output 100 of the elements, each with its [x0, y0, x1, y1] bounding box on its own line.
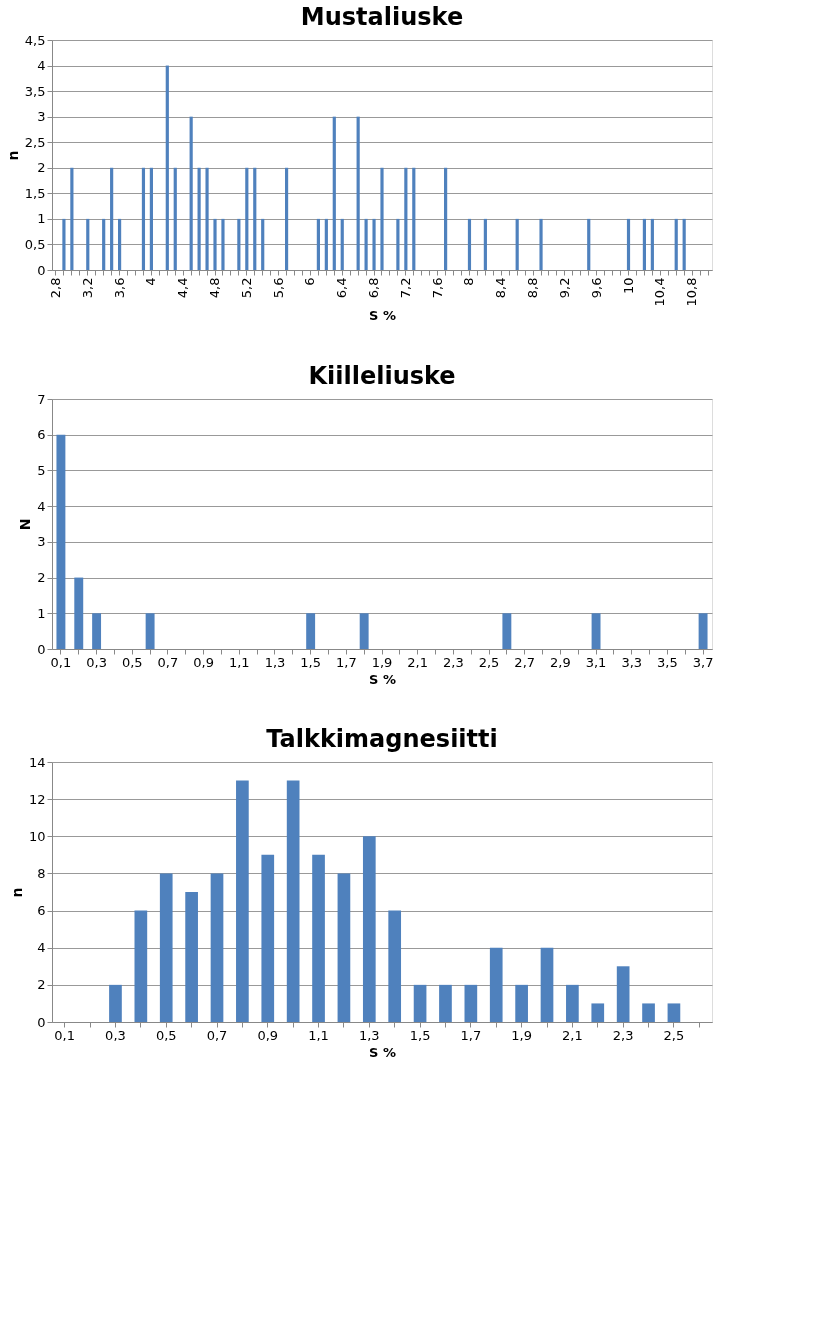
bar [102, 218, 106, 270]
bar [261, 854, 275, 1022]
bar [56, 434, 66, 649]
bar [221, 218, 225, 270]
x-tick-label: 1,3 [264, 654, 286, 670]
y-tick-label: 1 [37, 211, 46, 227]
x-tick-label: 1,3 [358, 1027, 380, 1043]
x-tick-label: 4 [143, 277, 159, 286]
y-tick-label: 7 [37, 391, 46, 407]
bar [213, 218, 217, 270]
chart-title: Mustaliuske [300, 3, 464, 31]
bar [141, 167, 146, 270]
x-tick-label: 1,7 [460, 1027, 482, 1043]
bar [261, 218, 265, 270]
bar [118, 218, 122, 270]
bar [205, 167, 209, 270]
bar [674, 218, 678, 270]
x-tick-label: 4,8 [207, 277, 223, 299]
bar [92, 613, 102, 649]
x-tick-label: 5,2 [238, 277, 254, 299]
x-tick-label: 2,9 [550, 654, 571, 670]
x-tick-label: 3,3 [621, 654, 643, 670]
x-tick-label: 0,5 [155, 1027, 177, 1043]
bar [566, 984, 579, 1022]
x-tick-label: 0,3 [86, 654, 107, 670]
bar [312, 854, 325, 1022]
y-tick-label: 8 [37, 865, 46, 881]
y-tick-label: 2 [37, 570, 46, 586]
x-tick-label: 9,6 [588, 277, 604, 299]
bar [74, 577, 84, 649]
y-tick-label: 2,5 [24, 134, 46, 150]
bar [173, 167, 177, 270]
x-tick-label: 0,1 [50, 654, 72, 670]
bar [404, 167, 408, 270]
x-tick-label: 9,2 [556, 277, 572, 299]
bar [197, 167, 201, 270]
x-tick-label: 5,6 [270, 277, 286, 299]
y-axis-title: n [8, 887, 25, 898]
bar [237, 218, 241, 270]
x-tick-label: 8 [461, 277, 477, 286]
bar [362, 836, 376, 1022]
bar [364, 218, 368, 270]
x-tick-label: 1,7 [335, 654, 357, 670]
bar [616, 966, 630, 1022]
y-tick-label: 3 [37, 534, 46, 550]
bar [380, 167, 384, 270]
x-tick-label: 6,4 [334, 277, 350, 299]
y-tick-label: 3,5 [24, 83, 46, 99]
bar [210, 873, 224, 1022]
bar [388, 910, 402, 1022]
bar [145, 613, 155, 649]
y-tick-label: 3 [37, 109, 46, 125]
x-tick-label: 10,8 [684, 277, 700, 307]
bar [245, 167, 249, 270]
bar [413, 984, 427, 1022]
bar [340, 218, 344, 270]
y-tick-label: 1,5 [24, 185, 46, 201]
x-tick-label: 10 [620, 277, 636, 295]
x-tick-label: 1,1 [228, 654, 250, 670]
bar [626, 218, 631, 270]
y-tick-label: 14 [28, 754, 46, 770]
bar [359, 613, 369, 649]
x-tick-label: 8,4 [493, 277, 509, 299]
x-tick-label: 2,3 [443, 654, 464, 670]
bar [444, 167, 448, 270]
y-tick-label: 4 [37, 498, 46, 514]
bar [372, 218, 376, 270]
y-tick-label: 6 [37, 903, 46, 919]
x-tick-label: 2,5 [663, 1027, 685, 1043]
bar [412, 167, 416, 270]
x-tick-label: 0,9 [257, 1027, 279, 1043]
bar [324, 218, 328, 270]
x-tick-label: 0,9 [193, 654, 214, 670]
bar [682, 218, 686, 270]
x-tick-label: 2,1 [407, 654, 429, 670]
bar [253, 167, 257, 270]
bar [185, 892, 198, 1022]
bar [489, 947, 503, 1022]
bar [332, 116, 336, 270]
x-tick-label: 3,7 [692, 654, 714, 670]
y-tick-label: 12 [28, 791, 46, 807]
bar [439, 984, 452, 1022]
bar [236, 780, 249, 1022]
x-tick-label: 10,4 [652, 277, 668, 307]
bar [515, 984, 528, 1022]
bar [642, 1003, 655, 1022]
bar [165, 65, 169, 270]
bar [306, 613, 316, 649]
x-tick-label: 3,6 [111, 277, 127, 299]
bar [650, 218, 654, 270]
x-tick-label: 0,7 [206, 1027, 228, 1043]
bar [540, 947, 554, 1022]
x-tick-label: 1,1 [308, 1027, 329, 1043]
bar [587, 218, 591, 270]
y-tick-label: 10 [28, 828, 46, 844]
x-tick-label: 1,9 [371, 654, 393, 670]
x-tick-label: 7,6 [429, 277, 445, 299]
y-tick-label: 1 [37, 605, 46, 621]
bar [396, 218, 400, 270]
bar [467, 218, 472, 270]
